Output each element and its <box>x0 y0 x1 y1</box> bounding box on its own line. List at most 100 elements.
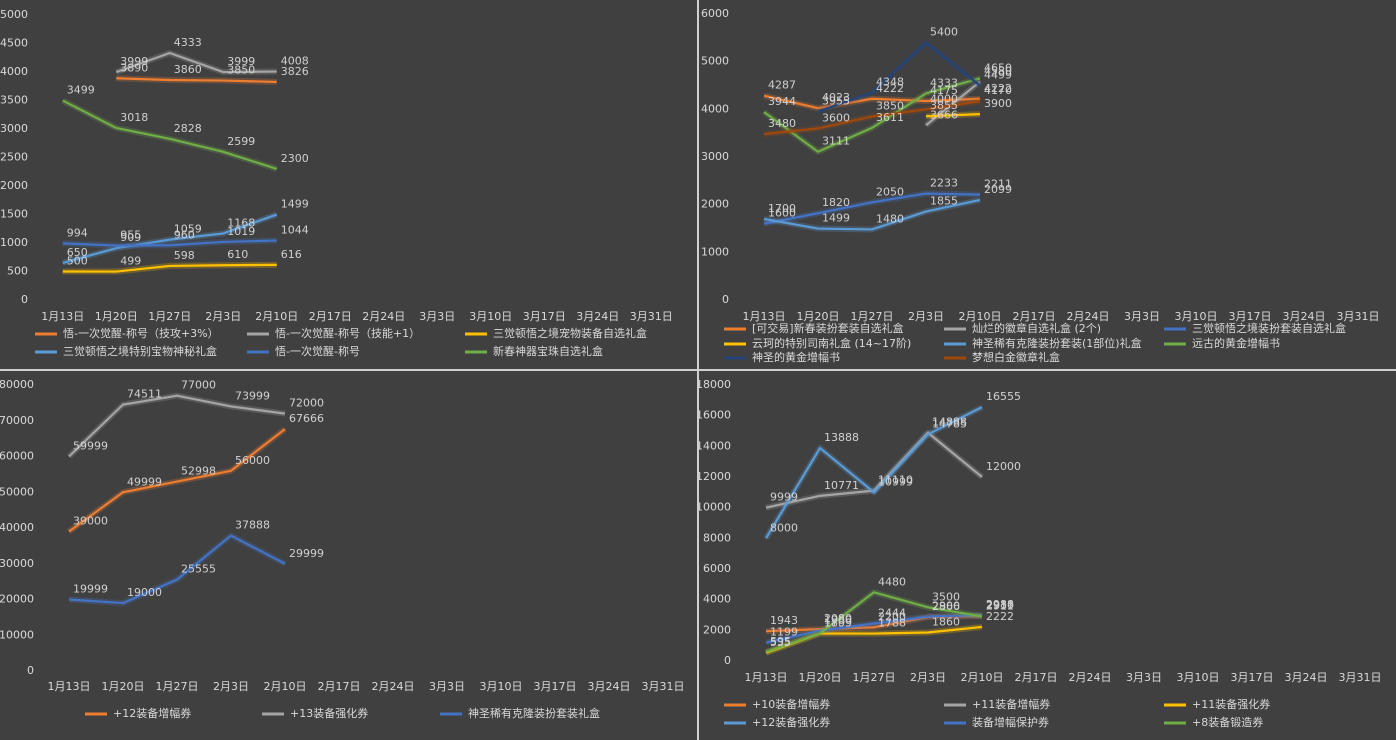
data-label: 16555 <box>986 390 1021 403</box>
data-label: 3480 <box>768 117 796 130</box>
y-tick-label: 4000 <box>701 102 729 115</box>
y-tick-label: 20000 <box>0 593 34 606</box>
chart: 0 1000 2000 3000 4000 5000 6000 1月13日 1月20日 1月27日… <box>701 7 1380 364</box>
y-tick-label: 2000 <box>0 179 28 192</box>
x-tick-label: 3月31日 <box>1337 310 1380 323</box>
data-label: 1855 <box>930 195 958 208</box>
data-label: 5400 <box>930 26 958 39</box>
legend-item: 装备增幅保护券 <box>944 715 1049 729</box>
legend-label: 云珂的特别司南礼盒 (14~17阶) <box>752 336 911 350</box>
legend-item: +12装备强化券 <box>724 715 830 729</box>
data-label: 595 <box>770 635 791 648</box>
x-tick-label: 2月3日 <box>908 310 944 323</box>
data-label: 10771 <box>824 479 859 492</box>
data-label: 74511 <box>127 388 162 401</box>
x-tick-label: 3月10日 <box>1175 310 1218 323</box>
x-tick-label: 3月10日 <box>1177 671 1220 684</box>
y-tick-label: 14000 <box>699 439 731 452</box>
data-label: 4222 <box>876 82 904 95</box>
x-tick-label: 1月27日 <box>853 671 896 684</box>
y-tick-label: 18000 <box>699 378 731 391</box>
legend-label: 神圣稀有克隆装扮套装(1部位)礼盒 <box>972 336 1142 350</box>
data-label: 25555 <box>181 563 216 576</box>
y-tick-label: 500 <box>7 265 28 278</box>
data-label: 4170 <box>984 84 1012 97</box>
data-label: 4008 <box>281 55 309 68</box>
y-tick-label: 0 <box>21 293 28 306</box>
legend-label: 悟-一次觉醒-称号（技攻+3%） <box>63 326 219 340</box>
y-tick-label: 5000 <box>0 8 28 21</box>
data-label: 13888 <box>824 431 859 444</box>
y-tick-label: 30000 <box>0 557 34 570</box>
data-label: 2080 <box>824 612 852 625</box>
y-tick-label: 0 <box>724 654 731 667</box>
data-label: 955 <box>120 229 141 242</box>
legend-label: 神圣稀有克隆装扮套装礼盒 <box>468 706 600 720</box>
legend-label: +10装备增幅券 <box>752 697 830 711</box>
data-label: 14888 <box>932 416 967 429</box>
data-label: 2444 <box>878 607 906 620</box>
x-tick-label: 3月24日 <box>1283 310 1326 323</box>
x-tick-label: 2月24日 <box>1067 310 1110 323</box>
x-tick-label: 3月31日 <box>630 310 673 323</box>
data-label: 3500 <box>932 590 960 603</box>
y-tick-label: 5000 <box>701 55 729 68</box>
y-tick-label: 6000 <box>703 562 731 575</box>
data-label: 4650 <box>984 61 1012 74</box>
series-line <box>68 394 286 458</box>
data-label: 3955 <box>822 94 850 107</box>
data-label: 650 <box>67 246 88 259</box>
y-tick-label: 10000 <box>0 628 34 641</box>
y-tick-label: 50000 <box>0 485 34 498</box>
data-label: 2099 <box>984 183 1012 196</box>
x-tick-label: 2月3日 <box>213 680 249 693</box>
legend-label: +11装备增幅券 <box>972 697 1050 711</box>
data-label: 4222 <box>984 82 1012 95</box>
data-label: 3666 <box>930 108 958 121</box>
x-tick-label: 1月13日 <box>41 310 84 323</box>
x-tick-label: 3月3日 <box>419 310 455 323</box>
legend-item: +10装备增幅券 <box>724 697 830 711</box>
data-label: 3944 <box>768 95 796 108</box>
x-tick-label: 2月24日 <box>1069 671 1112 684</box>
x-tick-label: 3月17日 <box>1229 310 1272 323</box>
data-label: 2233 <box>930 177 958 190</box>
data-label: 1820 <box>822 196 850 209</box>
data-label: 1600 <box>768 207 796 220</box>
legend-item: 远古的黄金增幅书 <box>1164 336 1280 350</box>
data-label: 4333 <box>930 76 958 89</box>
series-line <box>763 77 981 153</box>
data-label: 4580 <box>984 65 1012 78</box>
data-label: 12000 <box>986 460 1021 473</box>
legend-label: +12装备强化券 <box>752 715 830 729</box>
x-tick-label: 3月31日 <box>1339 671 1382 684</box>
data-label: 1499 <box>822 212 850 225</box>
legend-label: 远古的黄金增幅书 <box>1192 336 1280 350</box>
legend-item: +13装备强化券 <box>262 706 368 720</box>
panel: 0 1000 2000 3000 4000 5000 6000 1月13日 1月20日 1月27日… <box>699 0 1396 369</box>
series-line-glow <box>765 429 984 511</box>
data-label: 4480 <box>878 575 906 588</box>
data-label: 19000 <box>127 586 162 599</box>
data-label: 1199 <box>770 626 798 639</box>
legend-label: 三觉顿悟之境特别宝物神秘礼盒 <box>63 344 217 358</box>
series-line <box>765 614 983 644</box>
x-tick-label: 2月10日 <box>961 671 1004 684</box>
panel: 0 10000 20000 30000 40000 50000 60000 70000 8000… <box>0 371 697 740</box>
panel: 0 2000 4000 6000 8000 10000 12000 14000 16000 180… <box>699 371 1396 740</box>
panel: 0 500 1000 1500 2000 2500 3000 3500 4000 4500 5000… <box>0 0 697 369</box>
data-label: 19999 <box>73 583 108 596</box>
data-label: 3999 <box>120 55 148 68</box>
y-tick-label: 4000 <box>0 65 28 78</box>
x-tick-label: 3月24日 <box>588 680 631 693</box>
data-label: 994 <box>67 226 88 239</box>
data-label: 2300 <box>281 152 309 165</box>
series-line <box>62 239 277 247</box>
data-label: 37888 <box>235 519 270 532</box>
data-label: 49999 <box>127 475 162 488</box>
data-label: 1700 <box>768 202 796 215</box>
data-label: 499 <box>120 255 141 268</box>
legend-item: 三觉顿悟之境装扮套装自选礼盒 <box>1164 321 1346 335</box>
data-label: 2988 <box>986 598 1014 611</box>
data-label: 39000 <box>73 515 108 528</box>
